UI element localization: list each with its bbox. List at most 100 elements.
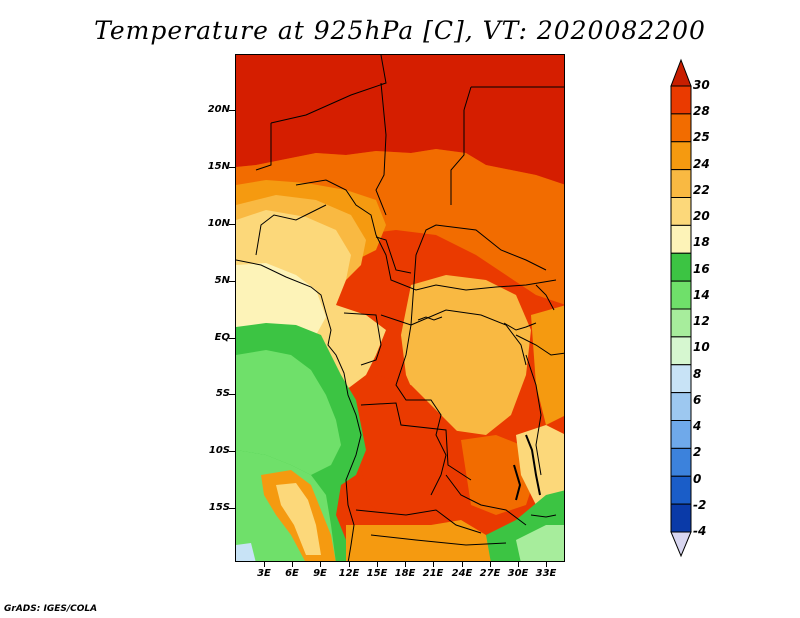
colorbar-box [670, 392, 692, 421]
colorbar-label: 30 [693, 78, 710, 92]
lon-label-6e: 6E [285, 568, 299, 579]
border-line [370, 534, 507, 546]
border-line [515, 334, 564, 356]
map-title: Temperature at 925hPa [C], VT: 202008220… [94, 16, 706, 45]
border-line [360, 402, 472, 481]
lon-tick [462, 562, 463, 567]
field-12-southeast [516, 525, 564, 561]
field-20-namibia [276, 483, 321, 555]
border-line [255, 204, 327, 256]
colorbar-box [670, 197, 692, 226]
colorbar-box [670, 308, 692, 338]
colorbar-label: -4 [693, 524, 707, 538]
colorbar-box [670, 169, 692, 198]
border-line [445, 474, 527, 526]
lake-malawi [513, 464, 522, 501]
colorbar-box [670, 113, 692, 143]
colorbar-label: 4 [693, 419, 702, 434]
border-line [503, 322, 537, 331]
lon-label-24e: 24E [451, 568, 473, 579]
border-line [343, 312, 382, 366]
border-line [295, 179, 557, 291]
lat-label-10s: 10S [208, 445, 230, 456]
temperature-field [236, 55, 564, 561]
colorbar-label: 8 [693, 366, 702, 381]
colorbar-box [670, 503, 692, 533]
border-line [463, 86, 472, 111]
lake [417, 316, 443, 321]
colorbar-box [670, 364, 692, 394]
lon-tick [546, 562, 547, 567]
lat-tick [229, 167, 235, 168]
colorbar-label: 2 [693, 445, 702, 460]
lat-tick [229, 338, 235, 339]
border-line [525, 354, 542, 476]
lon-tick [518, 562, 519, 567]
colorbar-label: 14 [693, 287, 710, 302]
colorbar-box [670, 141, 692, 171]
lon-label-30e: 30E [507, 568, 529, 579]
lat-label-15n: 15N [207, 161, 230, 172]
border-line [410, 309, 527, 366]
lat-tick [229, 281, 235, 282]
borders [236, 55, 564, 561]
colorbar-box [670, 85, 692, 115]
lat-tick [229, 110, 235, 111]
border-line [380, 314, 447, 496]
colorbar-box [670, 336, 692, 366]
colorbar-label: 25 [693, 130, 710, 145]
lon-label-9e: 9E [313, 568, 327, 579]
colorbar-label: 20 [693, 209, 710, 224]
colorbar-boxes [670, 85, 692, 533]
field-20-eastafrica [516, 425, 564, 505]
colorbar-top-arrow [670, 58, 692, 87]
colorbar-box [670, 420, 692, 449]
lon-label-33e: 33E [535, 568, 557, 579]
lon-tick [292, 562, 293, 567]
field-10-corner [236, 543, 256, 561]
colorbar-label: 6 [693, 392, 702, 407]
lon-label-21e: 21E [422, 568, 444, 579]
field-24-eastafrica [531, 305, 564, 425]
colorbar-box [670, 280, 692, 310]
colorbar-label: 10 [693, 340, 710, 355]
lon-label-12e: 12E [338, 568, 360, 579]
colorbar-box [670, 475, 692, 505]
lat-tick [229, 224, 235, 225]
lat-tick [229, 394, 235, 395]
colorbar-box [670, 447, 692, 477]
field-14-atlantic [236, 350, 341, 475]
lon-tick [264, 562, 265, 567]
lake-tanganyika [525, 434, 541, 496]
border-line [530, 514, 557, 518]
lat-tick [229, 508, 235, 509]
border-line [535, 284, 555, 311]
lon-tick [433, 562, 434, 567]
lon-tick [349, 562, 350, 567]
colorbar-label: -2 [693, 497, 707, 512]
lon-label-3e: 3E [257, 568, 271, 579]
lon-label-15e: 15E [366, 568, 388, 579]
lat-label-5n: 5N [214, 275, 230, 286]
field-18-gulf [236, 263, 326, 335]
grads-credit: GrADS: IGES/COLA [4, 604, 98, 614]
coastline [236, 259, 362, 561]
colorbar-box [670, 224, 692, 254]
colorbar-label: 16 [693, 261, 710, 276]
colorbar-label: 28 [693, 104, 710, 119]
lon-tick [490, 562, 491, 567]
colorbar-label: 0 [693, 471, 702, 486]
colorbar-label: 18 [693, 235, 710, 250]
lat-label-20n: 20N [207, 104, 230, 115]
lon-tick [405, 562, 406, 567]
colorbar-box [670, 252, 692, 282]
border-line [255, 123, 272, 171]
lon-label-18e: 18E [394, 568, 416, 579]
border-line [410, 224, 547, 326]
lon-label-27e: 27E [479, 568, 501, 579]
field-28-central [361, 375, 476, 525]
temperature-map [235, 54, 565, 562]
border-line [270, 55, 387, 124]
lat-tick [229, 451, 235, 452]
border-line [450, 110, 465, 205]
